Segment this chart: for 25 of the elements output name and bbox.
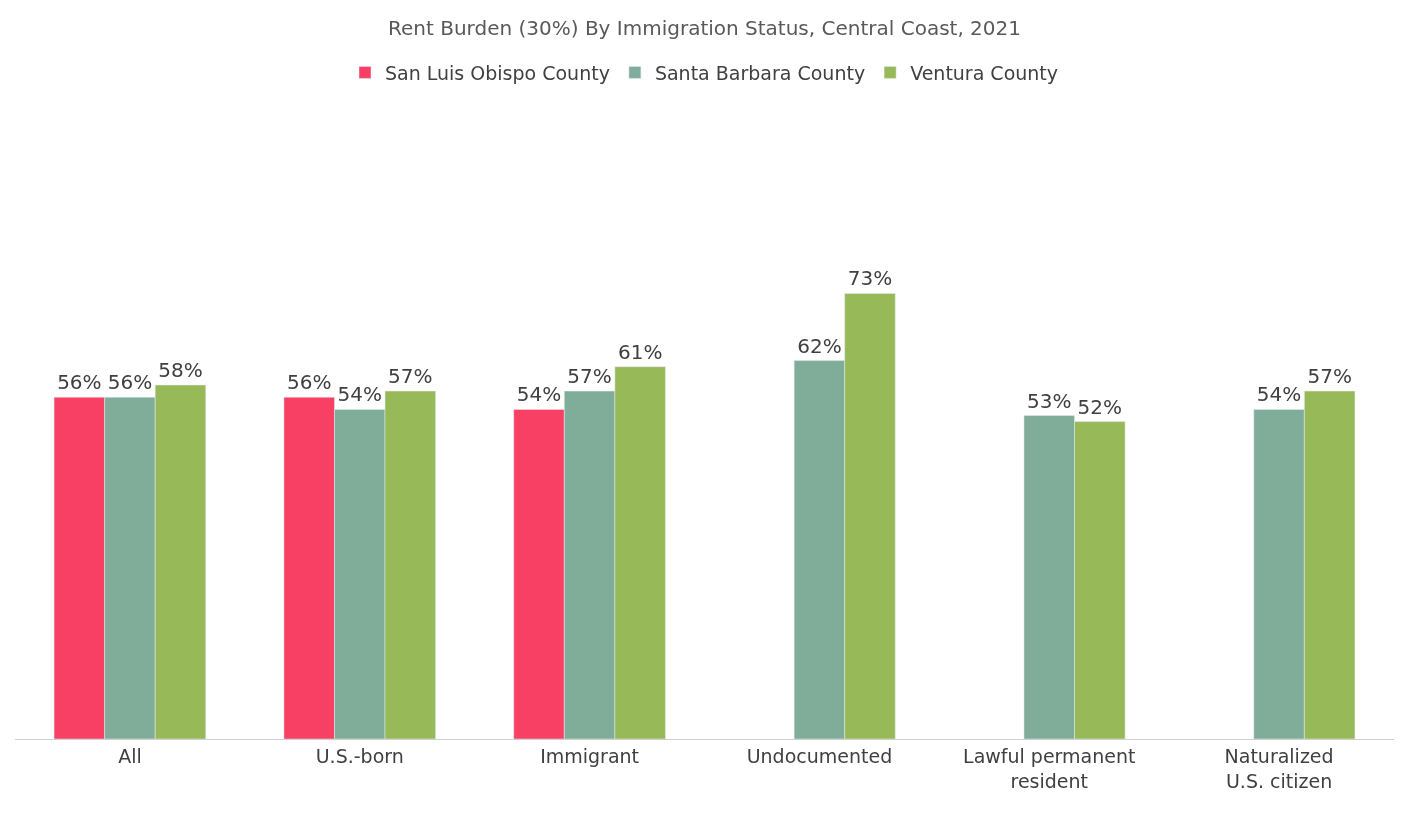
data-label: 54% xyxy=(337,382,382,407)
data-label: 57% xyxy=(388,364,433,389)
data-label: 57% xyxy=(567,364,612,389)
data-label: 61% xyxy=(617,339,663,364)
legend-label: San Luis Obispo County xyxy=(385,61,610,84)
legend-label: Ventura County xyxy=(910,61,1059,84)
data-label: 73% xyxy=(847,266,893,291)
data-label: 53% xyxy=(1027,388,1072,413)
data-label: 62% xyxy=(797,333,842,358)
data-label: 56% xyxy=(286,370,332,395)
legend-label: Santa Barbara County xyxy=(654,61,866,84)
x-tick-label: Undocumented xyxy=(746,744,893,767)
data-label: 57% xyxy=(1307,364,1352,389)
data-label: 56% xyxy=(107,370,153,395)
data-label: 56% xyxy=(57,370,102,395)
x-tick-label: U.S.-born xyxy=(315,744,404,767)
x-tick-label: Immigrant xyxy=(540,744,640,767)
data-label: 54% xyxy=(1256,382,1302,407)
x-tick-label: Lawful permanent resident xyxy=(963,744,1136,792)
x-tick-label: Naturalized U.S. citizen xyxy=(1224,744,1334,792)
x-tick-label: All xyxy=(118,744,142,767)
data-label: 58% xyxy=(158,358,203,382)
data-label: 54% xyxy=(516,382,562,407)
chart-title: Rent Burden (30%) By Immigration Status, Central Coast, 2021 xyxy=(387,15,1022,40)
data-label: 52% xyxy=(1077,394,1123,419)
